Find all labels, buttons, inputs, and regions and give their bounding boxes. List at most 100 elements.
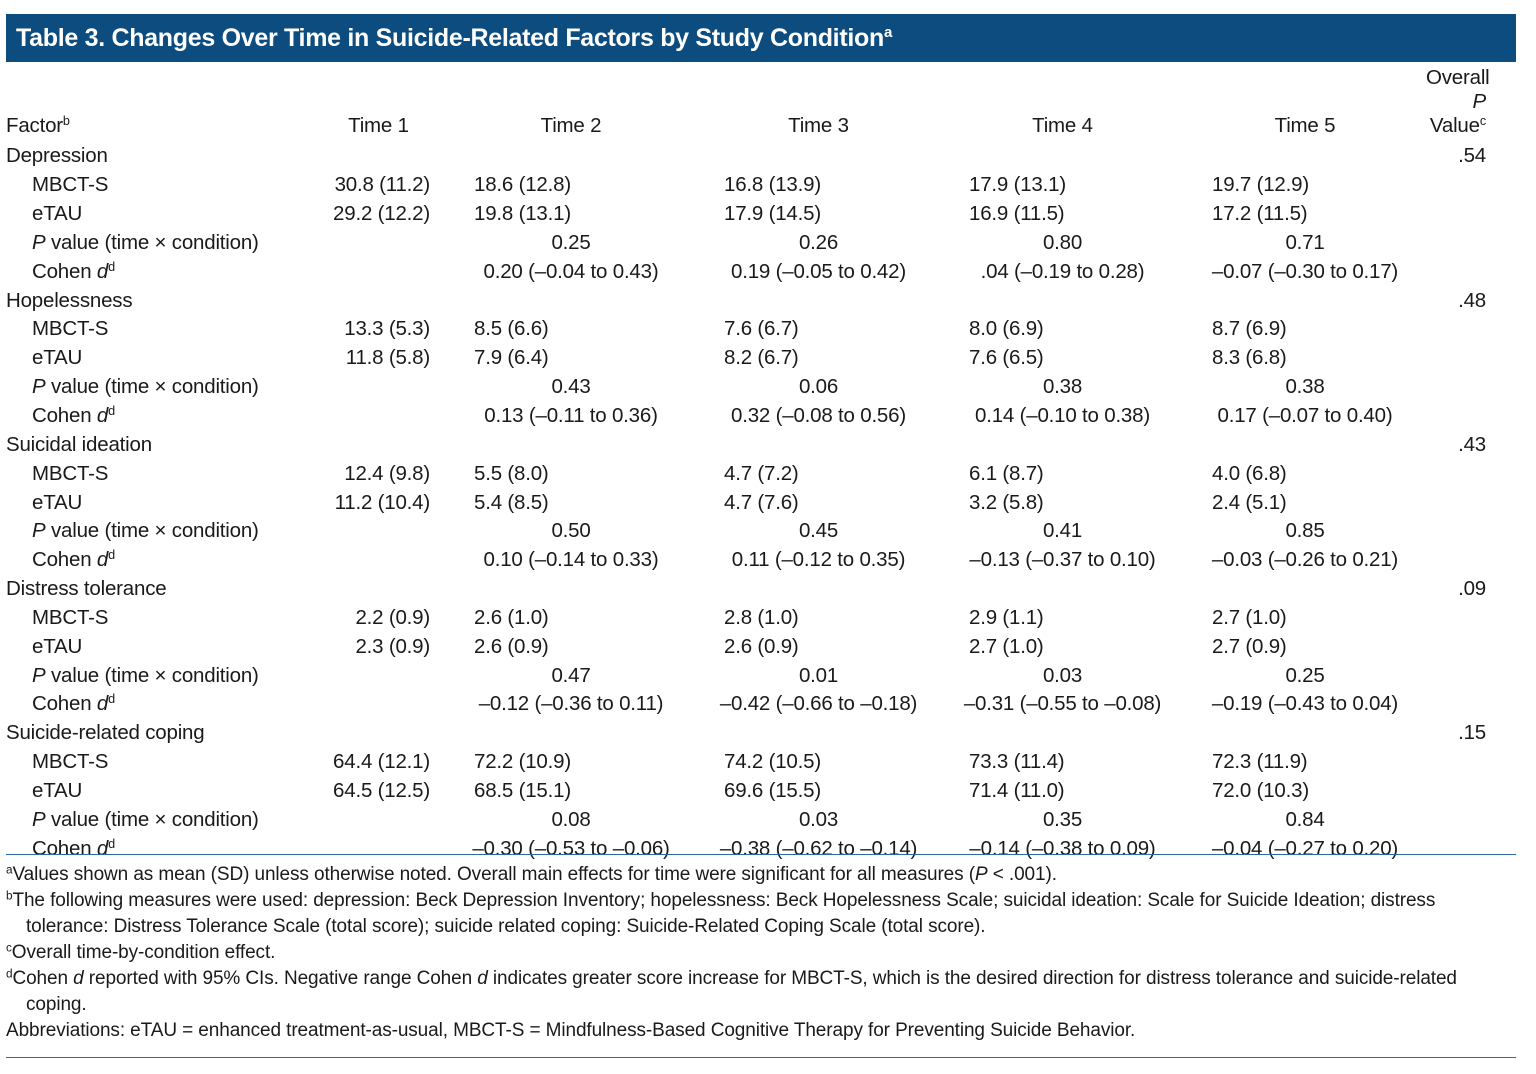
row-label: MBCT-S xyxy=(6,171,311,200)
cell: 4.0 (6.8) xyxy=(1184,459,1426,488)
row-label: MBCT-S xyxy=(6,315,311,344)
cell: –0.19 (–0.43 to 0.04) xyxy=(1184,690,1426,719)
text: value (time × condition) xyxy=(45,375,259,399)
cell: 0.80 xyxy=(941,229,1184,258)
footnote: cOverall time-by-condition effect. xyxy=(6,940,1511,966)
text: –0.19 (–0.43 to 0.04) xyxy=(1211,692,1399,716)
cell xyxy=(1426,834,1516,863)
cell: 0.01 xyxy=(696,661,941,690)
cell xyxy=(696,430,941,459)
cell xyxy=(941,142,1184,171)
cell: 0.84 xyxy=(1184,805,1426,834)
cell: 2.6 (0.9) xyxy=(696,632,941,661)
cell xyxy=(1184,719,1426,748)
cell xyxy=(311,229,446,258)
italic-text: d xyxy=(96,836,109,860)
text: 5.5 (8.0) xyxy=(474,461,549,485)
table-body: Depression .54 MBCT-S 30.8 (11.2) 18.6 (12.8… xyxy=(6,142,1516,863)
cell: –0.42 (–0.66 to –0.18) xyxy=(696,690,941,719)
cell: 74.2 (10.5) xyxy=(696,748,941,777)
text: 8.7 (6.9) xyxy=(1212,317,1287,341)
cell: 0.13 (–0.11 to 0.36) xyxy=(446,402,696,431)
cell xyxy=(1426,805,1516,834)
cell xyxy=(311,286,446,315)
cell xyxy=(1426,546,1516,575)
cell xyxy=(311,142,446,171)
data-row: Cohen dd 0.20 (–0.04 to 0.43) 0.19 (–0.05 … xyxy=(6,257,1516,286)
cell xyxy=(1426,344,1516,373)
text: 13.3 (5.3) xyxy=(344,317,430,341)
text: 4.7 (7.2) xyxy=(724,461,799,485)
cell xyxy=(696,719,941,748)
cell: 19.8 (13.1) xyxy=(446,200,696,229)
cell: 69.6 (15.5) xyxy=(696,777,941,806)
text: 71.4 (11.0) xyxy=(969,778,1065,802)
footnotes: aValues shown as mean (SD) unless otherw… xyxy=(6,862,1511,1044)
text: 16.9 (11.5) xyxy=(969,202,1065,226)
cell xyxy=(1426,777,1516,806)
text: 73.3 (11.4) xyxy=(969,750,1065,774)
footnote-mark: a xyxy=(6,863,13,877)
text: 5.4 (8.5) xyxy=(474,490,549,514)
text: 2.6 (0.9) xyxy=(724,634,799,658)
cell xyxy=(696,286,941,315)
row-label: Cohen dd xyxy=(6,690,311,719)
data-row: MBCT-S 2.2 (0.9) 2.6 (1.0) 2.8 (1.0) 2.9 (1.… xyxy=(6,604,1516,633)
text: –0.12 (–0.36 to 0.11) xyxy=(478,692,664,716)
text: 0.20 (–0.04 to 0.43) xyxy=(483,259,659,283)
cell xyxy=(311,373,446,402)
text: 0.03 xyxy=(798,807,839,831)
cell: 64.4 (12.1) xyxy=(311,748,446,777)
cell: 0.26 xyxy=(696,229,941,258)
data-table: Factorb Time 1 Time 2 Time 3 Time 4 Time 5 Ove… xyxy=(6,66,1516,863)
data-row: P value (time × condition) 0.50 0.45 0.41 0.… xyxy=(6,517,1516,546)
cell: 0.20 (–0.04 to 0.43) xyxy=(446,257,696,286)
cell: 0.32 (–0.08 to 0.56) xyxy=(696,402,941,431)
footnote: aValues shown as mean (SD) unless otherw… xyxy=(6,862,1511,888)
text: Time 2 xyxy=(540,114,602,137)
row-label: eTAU xyxy=(6,344,311,373)
group-row: Suicidal ideation .43 xyxy=(6,430,1516,459)
group-name: Depression xyxy=(6,142,311,171)
text: eTAU xyxy=(32,202,83,226)
text: Factor xyxy=(6,114,63,137)
text: Table 3. Changes Over Time in Suicide-Re… xyxy=(16,24,884,52)
text: .54 xyxy=(1458,144,1486,168)
text: .09 xyxy=(1458,577,1486,601)
text: 2.7 (1.0) xyxy=(969,634,1044,658)
text: Distress tolerance xyxy=(6,577,167,601)
cell xyxy=(1184,430,1426,459)
text: 12.4 (9.8) xyxy=(344,461,430,485)
footnote: bThe following measures were used: depre… xyxy=(6,888,1511,940)
data-row: MBCT-S 13.3 (5.3) 8.5 (6.6) 7.6 (6.7) 8.0 (6… xyxy=(6,315,1516,344)
cell: 0.08 xyxy=(446,805,696,834)
text: 0.08 xyxy=(551,807,591,831)
text: 19.8 (13.1) xyxy=(474,202,571,226)
text: 68.5 (15.1) xyxy=(474,778,571,802)
cell xyxy=(696,575,941,604)
text: 2.8 (1.0) xyxy=(724,605,799,629)
footnote-mark: d xyxy=(108,835,115,851)
cell: 2.8 (1.0) xyxy=(696,604,941,633)
italic-text: d xyxy=(96,692,109,716)
cell: 8.5 (6.6) xyxy=(446,315,696,344)
cell: 72.0 (10.3) xyxy=(1184,777,1426,806)
cell xyxy=(311,546,446,575)
cell: 73.3 (11.4) xyxy=(941,748,1184,777)
text: 72.0 (10.3) xyxy=(1212,778,1309,802)
cell: –0.04 (–0.27 to 0.20) xyxy=(1184,834,1426,863)
text: Abbreviations: eTAU = enhanced treatment… xyxy=(6,1020,1136,1041)
row-label: MBCT-S xyxy=(6,459,311,488)
group-name: Suicidal ideation xyxy=(6,430,311,459)
text: 0.85 xyxy=(1285,519,1325,543)
data-row: MBCT-S 30.8 (11.2) 18.6 (12.8) 16.8 (13.9) 1… xyxy=(6,171,1516,200)
cell: –0.38 (–0.62 to –0.14) xyxy=(696,834,941,863)
row-label: eTAU xyxy=(6,488,311,517)
cell: –0.30 (–0.53 to –0.06) xyxy=(446,834,696,863)
cell: 0.17 (–0.07 to 0.40) xyxy=(1184,402,1426,431)
rule xyxy=(6,1057,1516,1058)
text: 0.38 xyxy=(1285,375,1325,399)
text: 2.7 (0.9) xyxy=(1212,634,1287,658)
text: 0.38 xyxy=(1042,375,1083,399)
text: .48 xyxy=(1458,288,1486,312)
